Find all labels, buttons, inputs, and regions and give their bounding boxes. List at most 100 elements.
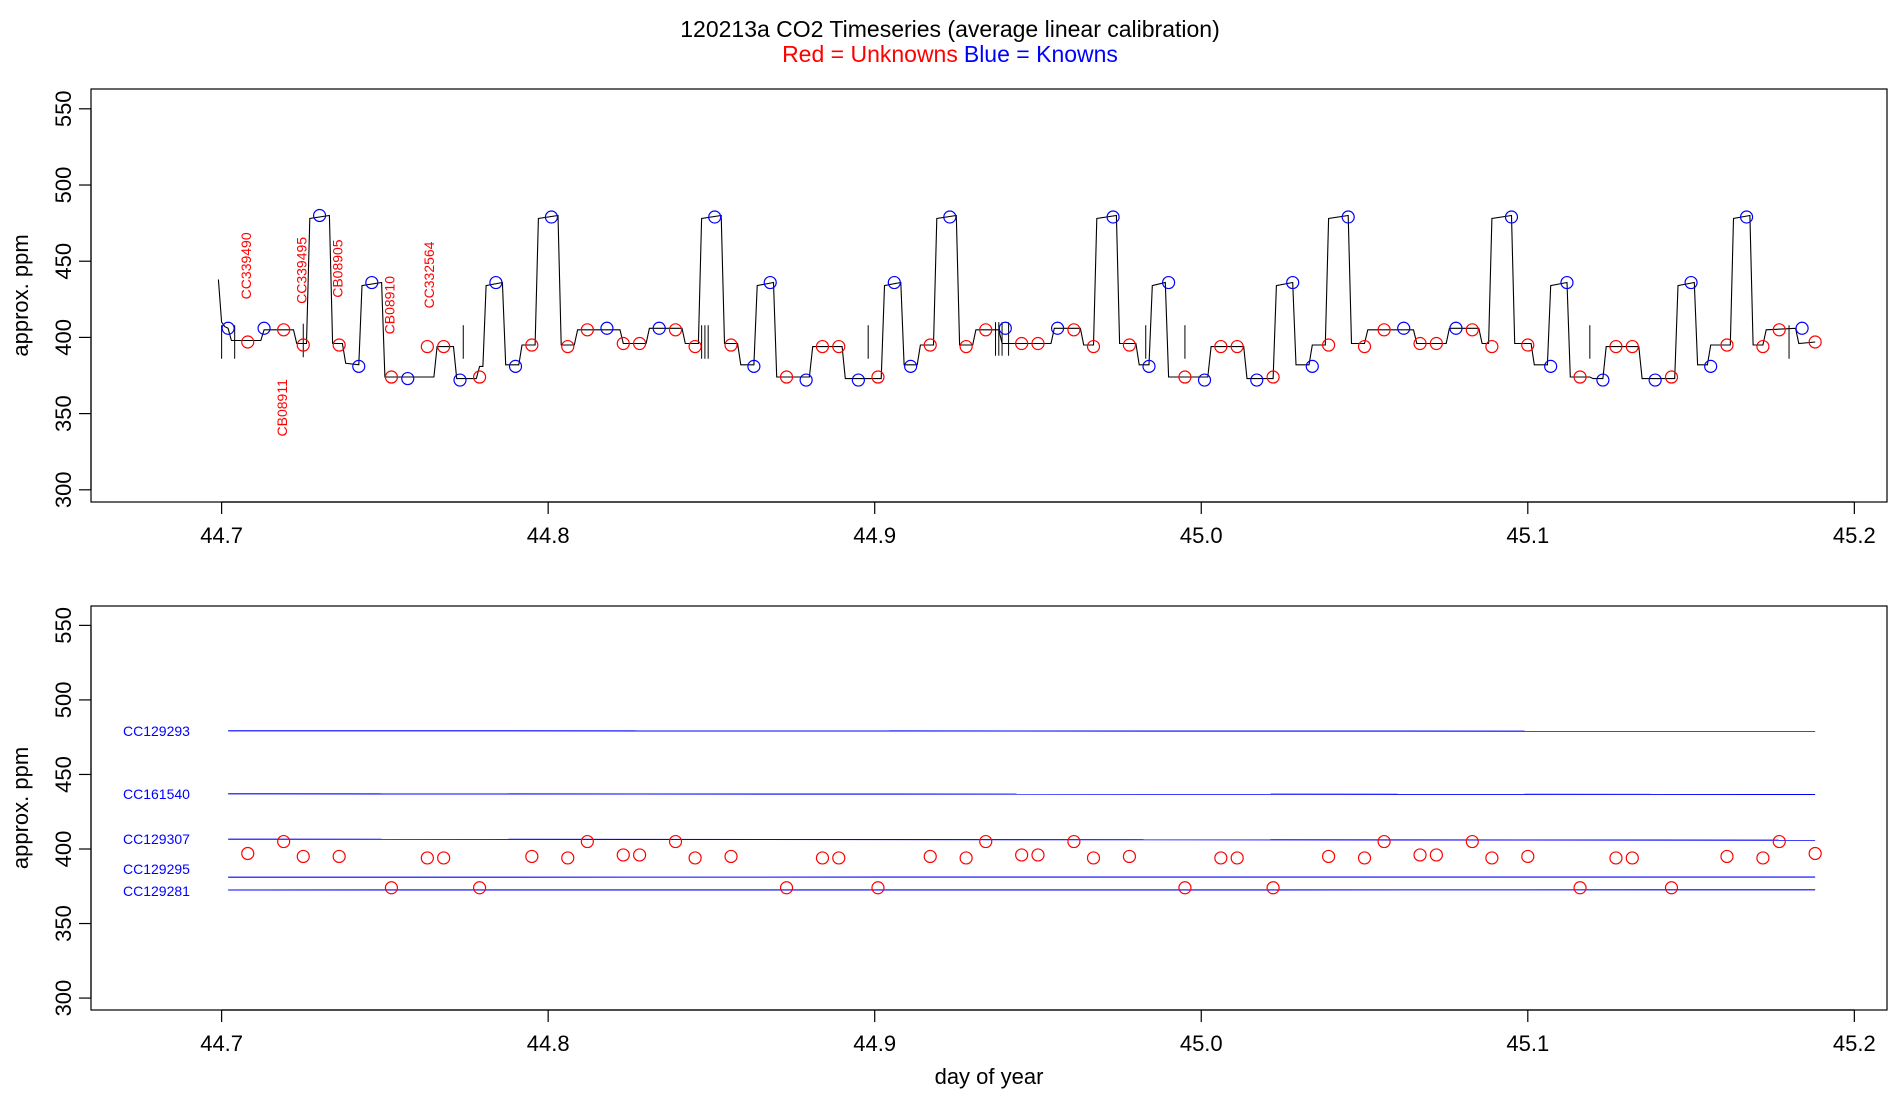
- top-y-tick-label: 550: [51, 90, 76, 127]
- unknown-point: [561, 339, 575, 354]
- unknown-point: [241, 846, 255, 861]
- unknown-point: [1230, 339, 1244, 354]
- known-point: [312, 208, 327, 223]
- known-point: [1739, 210, 1754, 224]
- co2-trace-line: [217, 214, 1816, 380]
- known-point: [221, 321, 235, 335]
- unknown-point: [1772, 323, 1786, 337]
- unknown-point: [1772, 834, 1786, 849]
- unknown-point: [1808, 846, 1822, 861]
- known-point: [799, 373, 813, 387]
- unknown-point: [688, 339, 702, 354]
- unknown-point: [384, 370, 399, 384]
- top-y-tick-label: 500: [51, 167, 76, 204]
- unknown-point: [1429, 848, 1443, 862]
- unknown-point: [779, 370, 794, 384]
- bot-x-tick-label: 45.2: [1833, 1031, 1876, 1056]
- standard-line-label: CC161540: [123, 786, 190, 802]
- unknown-point: [1214, 851, 1228, 865]
- known-point: [904, 359, 918, 373]
- known-point: [1142, 359, 1156, 373]
- unknown-point: [815, 339, 830, 354]
- top-x-tick-label: 45.1: [1506, 523, 1549, 548]
- known-point: [1197, 373, 1212, 387]
- top-y-tick-label: 350: [51, 395, 76, 432]
- unknown-point: [1178, 370, 1192, 384]
- unknown-point: [923, 849, 937, 864]
- bot-y-tick-label: 400: [51, 831, 76, 868]
- top-x-tick-label: 44.8: [527, 523, 570, 548]
- top-x-tick-label: 45.2: [1833, 523, 1876, 548]
- unknown-point: [420, 851, 434, 865]
- top-y-axis: 300 350 400 450 500 550: [51, 90, 92, 508]
- unknown-point: [1322, 338, 1336, 352]
- standard-reference-line: [228, 838, 1816, 841]
- unknown-point: [332, 849, 346, 864]
- unknown-point: [1266, 881, 1280, 895]
- unknown-point: [1413, 336, 1427, 351]
- sample-id-label: CC339495: [294, 237, 310, 304]
- unknown-point: [1808, 335, 1822, 349]
- unknown-point: [525, 849, 539, 864]
- standard-line-label: CC129307: [123, 831, 190, 847]
- unknown-point: [1465, 323, 1479, 337]
- unknown-point: [1214, 339, 1228, 354]
- unknown-point: [1609, 339, 1623, 354]
- bottom-y-axis-title: approx. ppm: [8, 747, 33, 869]
- unknown-point: [1067, 323, 1081, 337]
- unknown-point: [832, 851, 846, 865]
- known-point: [1596, 373, 1610, 387]
- unknown-point: [1322, 849, 1336, 864]
- unknown-point: [580, 323, 594, 337]
- standard-line-label: CC129293: [123, 723, 190, 739]
- top-y-tick-label: 300: [51, 471, 76, 508]
- bot-y-tick-label: 300: [51, 980, 76, 1017]
- unknown-point: [1720, 849, 1734, 864]
- subtitle-unknowns: Red = Unknowns: [782, 41, 958, 67]
- bottom-x-axis: 44.7 44.8 44.9 45.0 45.1 45.2: [200, 1009, 1876, 1056]
- unknown-point: [632, 848, 647, 862]
- unknown-point: [1015, 336, 1029, 351]
- unknown-point: [1573, 881, 1587, 895]
- top-y-axis-title: approx. ppm: [8, 234, 33, 356]
- unknown-point: [1178, 881, 1192, 895]
- known-point: [352, 359, 366, 373]
- known-point: [887, 275, 901, 290]
- known-point: [1449, 321, 1463, 335]
- unknown-point: [241, 335, 255, 349]
- unknown-point: [1067, 834, 1081, 849]
- top-y-tick-label: 400: [51, 319, 76, 356]
- known-point: [943, 210, 957, 224]
- bottom-x-axis-title: day of year: [935, 1064, 1044, 1089]
- known-point: [257, 321, 271, 335]
- sample-id-label: CB08905: [329, 239, 345, 298]
- sample-id-label: CC339490: [238, 232, 254, 299]
- known-point: [1106, 210, 1120, 224]
- unknown-point: [1122, 849, 1137, 864]
- known-point: [401, 371, 415, 386]
- known-point: [365, 275, 379, 290]
- top-x-tick-label: 44.9: [853, 523, 896, 548]
- bot-y-tick-label: 500: [51, 682, 76, 719]
- known-point: [600, 321, 614, 335]
- sample-id-label: CB08910: [382, 276, 398, 335]
- unknown-point: [580, 834, 594, 849]
- unknown-point: [1031, 336, 1045, 351]
- unknown-point: [1465, 834, 1479, 849]
- top-plot-marks: CC339490 CB08911 CC339495 CB08905 CB08910 CC3…: [217, 208, 1822, 436]
- unknown-point: [632, 336, 647, 351]
- known-point: [1250, 373, 1264, 387]
- unknown-point: [1031, 848, 1045, 862]
- unknown-point: [384, 881, 399, 895]
- unknown-point: [1266, 370, 1280, 384]
- top-y-tick-label: 450: [51, 243, 76, 280]
- unknown-point: [1086, 339, 1101, 354]
- subtitle-knowns: Blue = Knowns: [964, 41, 1118, 67]
- unknown-point: [959, 851, 973, 865]
- unknown-point: [332, 338, 346, 352]
- unknown-point: [815, 851, 830, 865]
- known-point: [508, 359, 523, 373]
- bot-y-tick-label: 550: [51, 607, 76, 644]
- unknown-point: [871, 881, 885, 895]
